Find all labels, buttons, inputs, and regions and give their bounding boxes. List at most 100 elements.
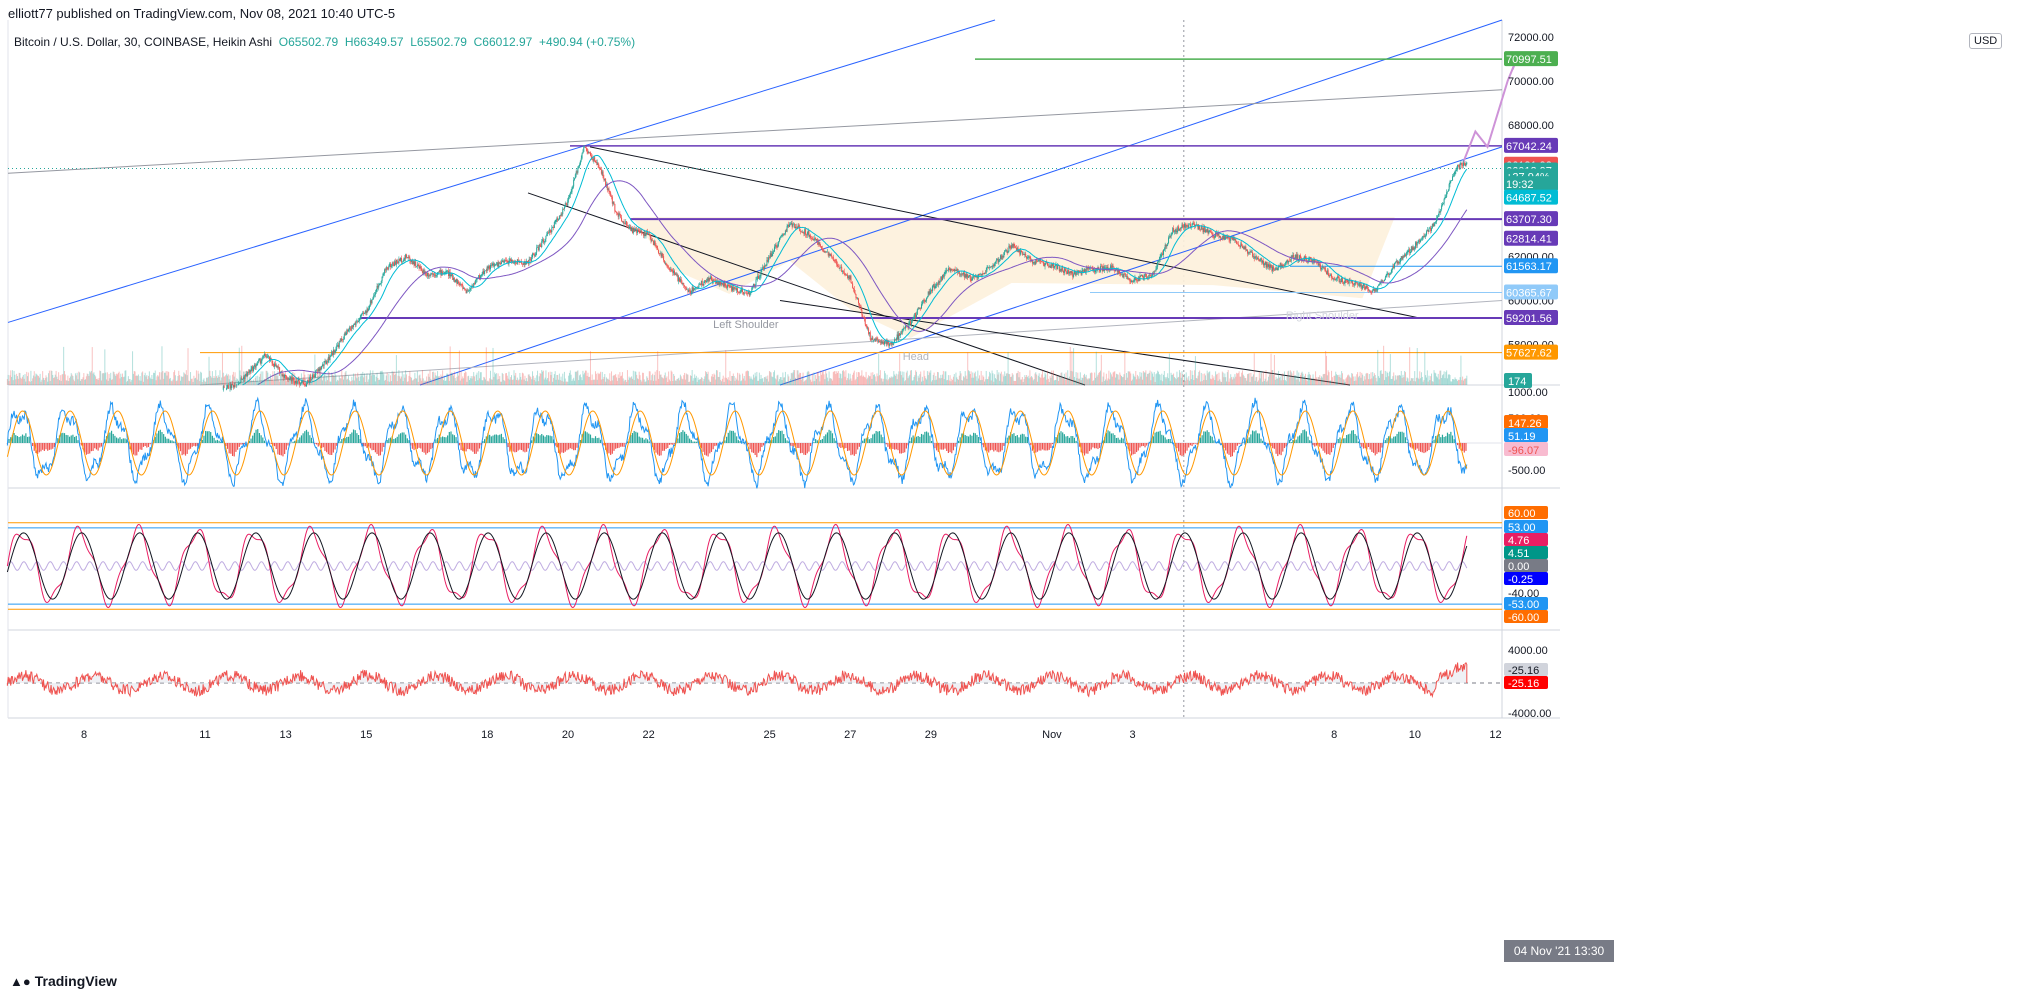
volume-bar xyxy=(859,376,861,385)
volume-bar xyxy=(1162,374,1164,385)
candle-body xyxy=(415,261,417,267)
volume-bar xyxy=(1029,370,1031,385)
candle-body xyxy=(582,151,584,154)
volume-bar xyxy=(479,378,481,385)
volume-bar xyxy=(1107,378,1109,385)
candle-body xyxy=(615,211,617,212)
volume-bar xyxy=(59,375,61,385)
volume-bar xyxy=(731,375,733,385)
candle-body xyxy=(412,261,414,265)
volume-bar xyxy=(1096,376,1098,385)
candle-body xyxy=(1266,263,1268,268)
candle-body xyxy=(491,265,493,266)
candle-body xyxy=(1099,269,1101,272)
volume-bar xyxy=(127,376,129,385)
candle-body xyxy=(1034,261,1036,265)
volume-bar xyxy=(1009,374,1011,385)
candle-body xyxy=(800,231,802,232)
volume-bar xyxy=(1265,370,1267,385)
candle-body xyxy=(818,242,820,245)
candle-body xyxy=(695,287,697,289)
volume-bar xyxy=(27,376,29,385)
volume-bar xyxy=(992,373,994,385)
volume-bar xyxy=(696,381,698,385)
volume-bar xyxy=(1374,374,1376,385)
candle-body xyxy=(1032,262,1034,264)
volume-bar xyxy=(1353,380,1355,385)
volume-bar xyxy=(273,381,275,385)
volume-bar xyxy=(1196,378,1198,385)
volume-bar xyxy=(857,376,859,385)
volume-bar xyxy=(895,373,897,385)
volume-bar xyxy=(1258,371,1260,385)
volume-bar xyxy=(217,375,219,385)
volume-bar xyxy=(1249,381,1251,385)
price-axis-tick: 72000.00 xyxy=(1508,32,1554,44)
volume-bar xyxy=(981,379,983,385)
candle-body xyxy=(453,277,455,283)
osc1-bar xyxy=(230,443,232,454)
candle-body xyxy=(339,341,341,342)
candle-body xyxy=(752,286,754,288)
candle-body xyxy=(990,266,992,268)
candle-body xyxy=(1464,163,1466,166)
candle-body xyxy=(419,266,421,269)
candle-body xyxy=(246,373,248,377)
candle-body xyxy=(1342,282,1344,284)
volume-bar xyxy=(1383,380,1385,385)
volume-bar xyxy=(1070,370,1072,385)
candle-body xyxy=(396,259,398,263)
volume-bar xyxy=(209,370,211,385)
candle-body xyxy=(1089,268,1091,269)
volume-bar xyxy=(637,378,639,385)
volume-bar xyxy=(96,378,98,385)
candle-body xyxy=(385,267,387,271)
candle-body xyxy=(691,287,693,293)
volume-bar xyxy=(791,373,793,385)
candle-body xyxy=(932,284,934,287)
candle-body xyxy=(1205,229,1207,233)
osc1-bar xyxy=(21,434,24,443)
osc1-bar xyxy=(205,430,207,443)
volume-bar xyxy=(1155,374,1157,385)
volume-bar xyxy=(1229,378,1231,385)
candle-body xyxy=(286,379,288,380)
volume-bar xyxy=(332,375,334,385)
volume-bar xyxy=(825,370,827,385)
candle-body xyxy=(973,276,975,277)
volume-bar xyxy=(922,380,924,385)
volume-bar xyxy=(165,371,167,385)
volume-bar xyxy=(1059,375,1061,385)
osc1-bar xyxy=(80,443,82,446)
volume-bar xyxy=(219,370,221,385)
volume-bar xyxy=(1346,377,1348,385)
volume-bar xyxy=(69,376,71,385)
volume-bar xyxy=(211,371,213,385)
candle-body xyxy=(586,148,588,152)
volume-bar xyxy=(1048,381,1050,385)
candle-body xyxy=(941,276,943,280)
volume-bar xyxy=(786,381,788,385)
volume-bar xyxy=(473,372,475,385)
volume-bar xyxy=(32,378,34,385)
volume-bar xyxy=(1357,372,1359,385)
volume-bar xyxy=(720,379,722,385)
osc1-bar xyxy=(31,443,34,447)
volume-bar xyxy=(560,376,562,385)
volume-bar xyxy=(684,379,686,385)
osc1-bar xyxy=(310,437,313,443)
candle-body xyxy=(692,287,694,291)
volume-bar xyxy=(962,380,964,385)
volume-bar xyxy=(1109,379,1111,385)
volume-bar xyxy=(1015,380,1017,385)
volume-bar xyxy=(156,376,158,385)
candle-body xyxy=(324,361,326,362)
volume-bar xyxy=(819,381,821,385)
volume-bar xyxy=(908,376,910,385)
volume-bar xyxy=(831,379,833,385)
candle-body xyxy=(894,339,896,343)
candle-body xyxy=(830,254,832,256)
volume-bar xyxy=(1126,373,1128,385)
volume-bar xyxy=(522,373,524,385)
